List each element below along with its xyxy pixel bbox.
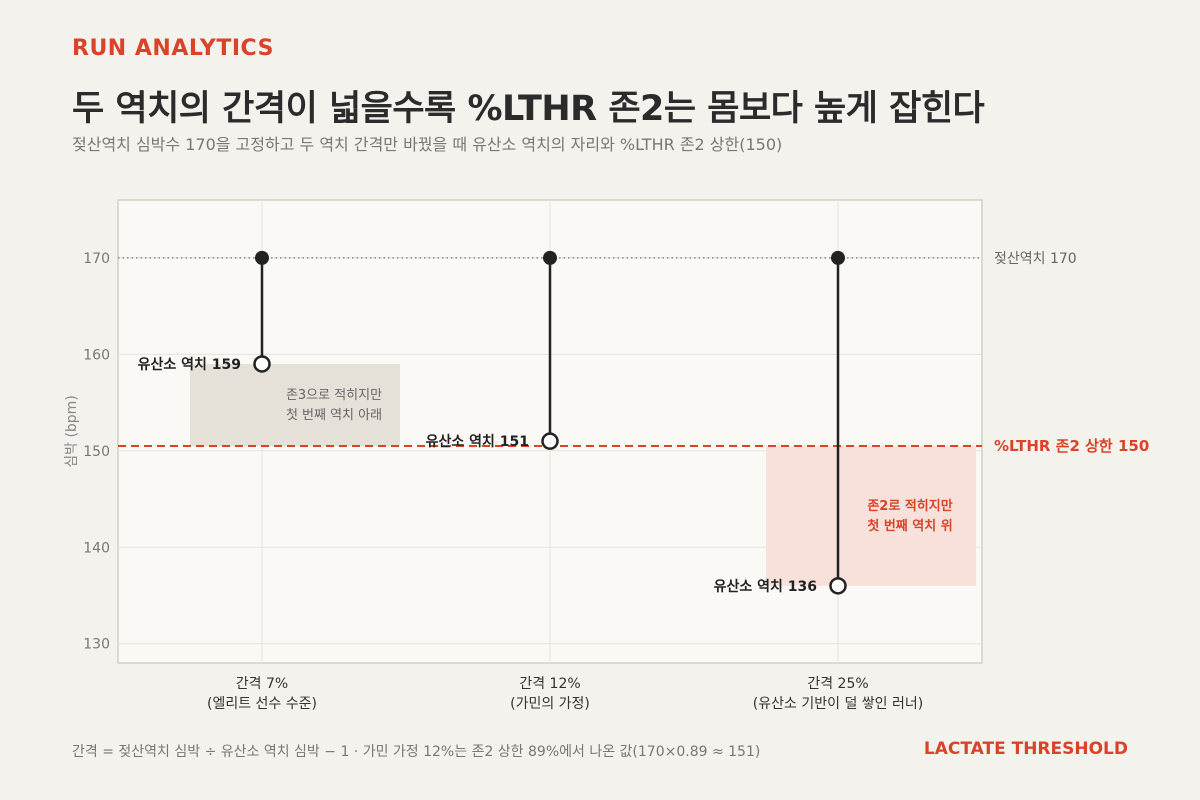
y-tick-label: 130 xyxy=(83,637,110,653)
band-label: 첫 번째 역치 위 xyxy=(867,518,952,534)
aerobic-threshold-label: 유산소 역치 151 xyxy=(426,433,529,450)
x-tick-sublabel: (엘리트 선수 수준) xyxy=(207,696,317,712)
x-tick-label: 간격 25% xyxy=(807,676,868,692)
reference-label-zone2: %LTHR 존2 상한 150 xyxy=(994,437,1149,455)
annotation-band xyxy=(190,363,400,446)
aerobic-threshold-point xyxy=(541,432,559,450)
page-subtitle: 젖산역치 심박수 170을 고정하고 두 역치 간격만 바꿨을 때 유산소 역치… xyxy=(72,135,783,154)
lactate-threshold-point xyxy=(543,250,557,265)
y-tick-label: 170 xyxy=(83,251,110,267)
y-tick-label: 140 xyxy=(83,540,110,556)
aerobic-threshold-point xyxy=(829,577,847,595)
x-tick-label: 간격 12% xyxy=(519,676,580,692)
lactate-threshold-point xyxy=(831,250,845,265)
annotation-band xyxy=(766,445,976,586)
x-tick-label: 간격 7% xyxy=(236,676,288,692)
brand-label: LACTATE THRESHOLD xyxy=(923,739,1128,759)
band-label: 존3으로 적히지만 xyxy=(286,388,382,403)
aerobic-threshold-label: 유산소 역치 136 xyxy=(714,578,817,595)
y-tick-label: 160 xyxy=(83,347,110,363)
reference-label-lactate: 젖산역치 170 xyxy=(994,251,1077,267)
band-label: 존2로 적히지만 xyxy=(867,498,952,514)
footnote: 간격 = 젖산역치 심박 ÷ 유산소 역치 심박 − 1 · 가민 가정 12%… xyxy=(72,744,761,760)
band-label: 첫 번째 역치 아래 xyxy=(286,408,382,423)
y-tick-label: 150 xyxy=(83,444,110,460)
x-tick-sublabel: (가민의 가정) xyxy=(510,696,590,712)
y-axis-label: 심박 (bpm) xyxy=(64,395,80,468)
aerobic-threshold-point xyxy=(253,355,271,373)
aerobic-threshold-label: 유산소 역치 159 xyxy=(138,356,241,373)
page-title: 두 역치의 간격이 넓을수록 %LTHR 존2는 몸보다 높게 잡힌다 xyxy=(72,89,985,129)
lactate-threshold-point xyxy=(255,250,269,265)
kicker: RUN ANALYTICS xyxy=(72,36,274,61)
x-tick-sublabel: (유산소 기반이 덜 쌓인 러너) xyxy=(753,696,923,712)
